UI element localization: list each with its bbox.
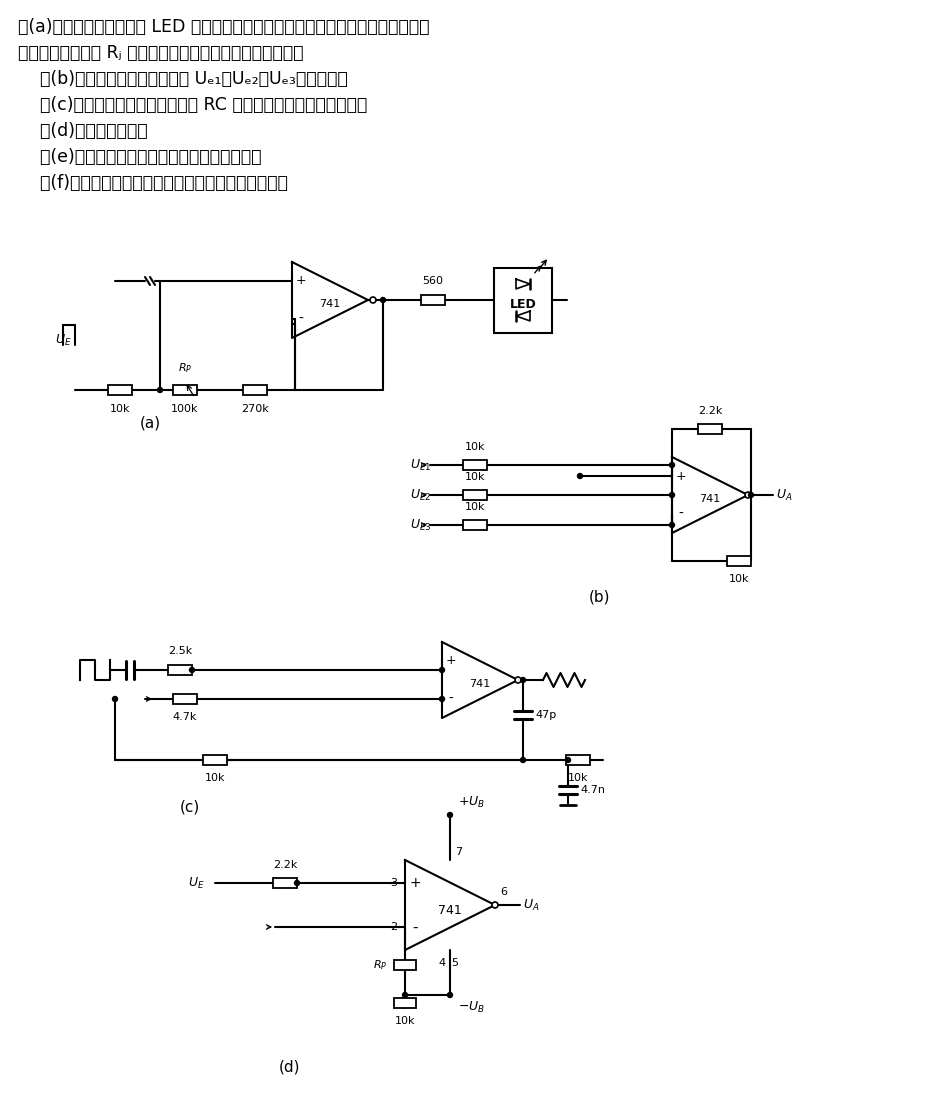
Bar [565, 755, 590, 765]
Text: (b): (b) [589, 590, 610, 605]
Circle shape [491, 902, 498, 908]
Circle shape [565, 758, 570, 762]
Text: 10k: 10k [205, 773, 225, 783]
Text: (a): (a) [139, 416, 160, 430]
Text: 10k: 10k [464, 502, 485, 512]
Text: $U_E$: $U_E$ [55, 332, 71, 348]
Circle shape [158, 388, 162, 392]
Text: 47p: 47p [535, 710, 555, 720]
Text: 10k: 10k [567, 773, 588, 783]
Text: $U_E$: $U_E$ [188, 875, 205, 891]
Text: +: + [409, 875, 420, 890]
Text: $+U_B$: $+U_B$ [458, 794, 485, 810]
Text: 3: 3 [389, 878, 397, 888]
Text: 5: 5 [451, 958, 458, 968]
Text: 560: 560 [422, 276, 443, 286]
Circle shape [112, 697, 118, 701]
Circle shape [668, 492, 674, 498]
Text: 270k: 270k [241, 404, 269, 414]
Circle shape [668, 462, 674, 468]
Text: 4: 4 [438, 958, 445, 968]
Text: $U_{E3}$: $U_{E3}$ [410, 518, 431, 532]
Circle shape [380, 298, 385, 302]
Text: +: + [445, 654, 456, 668]
Text: 图(b)电路用于对几个输入信号 Uₑ₁、Uₑ₂、Uₑ₃进行相加。: 图(b)电路用于对几个输入信号 Uₑ₁、Uₑ₂、Uₑ₃进行相加。 [18, 70, 348, 88]
Text: 2.2k: 2.2k [273, 860, 297, 870]
Bar [463, 460, 487, 470]
Text: 图(d)为比较器电路。: 图(d)为比较器电路。 [18, 122, 147, 140]
Text: $U_{E1}$: $U_{E1}$ [410, 458, 431, 472]
Text: $-U_B$: $-U_B$ [458, 1000, 485, 1015]
Text: $R_P$: $R_P$ [178, 361, 192, 376]
Bar [108, 386, 132, 396]
Text: -: - [298, 312, 303, 326]
Bar [273, 878, 297, 888]
Text: -: - [678, 507, 682, 521]
Circle shape [744, 492, 750, 498]
Text: 741: 741 [469, 679, 490, 689]
Text: +: + [296, 274, 306, 288]
Bar [463, 520, 487, 530]
Text: $U_A$: $U_A$ [775, 488, 792, 502]
Bar [243, 386, 267, 396]
Bar [697, 424, 721, 434]
Circle shape [370, 297, 375, 303]
Text: 图(c)电路为精密积分器电路，其 RC 网络必须与输入信号相匹配。: 图(c)电路为精密积分器电路，其 RC 网络必须与输入信号相匹配。 [18, 96, 367, 114]
Text: 7: 7 [454, 847, 462, 857]
Text: 10k: 10k [728, 574, 748, 584]
Text: 2.5k: 2.5k [168, 645, 192, 655]
Text: (d): (d) [279, 1060, 300, 1075]
Circle shape [577, 473, 582, 479]
Circle shape [439, 697, 444, 701]
Text: 10k: 10k [394, 1015, 414, 1025]
Text: 图(e)为有较高频率和对称输入的比较器电路。: 图(e)为有较高频率和对称输入的比较器电路。 [18, 148, 261, 166]
Text: 2: 2 [389, 922, 397, 932]
Text: 2.2k: 2.2k [697, 406, 721, 416]
Text: 6: 6 [500, 887, 506, 897]
Text: 741: 741 [699, 494, 720, 504]
Text: 10k: 10k [464, 442, 485, 452]
Text: 741: 741 [319, 299, 340, 309]
Circle shape [668, 522, 674, 528]
Circle shape [402, 992, 407, 998]
Circle shape [447, 812, 452, 818]
Bar [203, 755, 227, 765]
Text: (c): (c) [180, 800, 200, 815]
Circle shape [189, 668, 195, 672]
Bar [168, 665, 192, 675]
Circle shape [520, 758, 525, 762]
Bar [493, 268, 552, 332]
Text: 4.7n: 4.7n [579, 785, 604, 795]
Text: 741: 741 [438, 903, 462, 917]
Circle shape [520, 678, 525, 682]
Text: 100k: 100k [171, 404, 198, 414]
Bar [421, 296, 445, 306]
Text: $U_{E2}$: $U_{E2}$ [410, 488, 431, 502]
Text: 10k: 10k [109, 404, 130, 414]
Text: -: - [448, 692, 453, 705]
Text: LED: LED [509, 299, 536, 311]
Bar [172, 386, 197, 396]
Text: 图(f)为在输入端接有电压跟随器的精密比较器电路。: 图(f)为在输入端接有电压跟随器的精密比较器电路。 [18, 174, 287, 192]
Text: 4.7k: 4.7k [172, 712, 197, 722]
Circle shape [447, 992, 452, 998]
Text: +: + [675, 470, 686, 482]
Circle shape [439, 668, 444, 672]
Bar [172, 694, 197, 704]
Bar [394, 998, 415, 1008]
Circle shape [514, 677, 520, 683]
Text: $R_P$: $R_P$ [373, 958, 387, 972]
Text: 大小。利用电位器 Rⱼ 可以调整两发光二极管显示的灵敏度。: 大小。利用电位器 Rⱼ 可以调整两发光二极管显示的灵敏度。 [18, 44, 303, 62]
Text: -: - [412, 920, 417, 934]
Circle shape [748, 492, 753, 498]
Circle shape [294, 881, 299, 885]
Bar [726, 556, 750, 565]
Bar [463, 490, 487, 500]
Text: 10k: 10k [464, 472, 485, 482]
Text: $U_A$: $U_A$ [523, 898, 539, 912]
Bar [394, 960, 415, 970]
Text: 图(a)为带两个发光二极管 LED 的极性显示器，可以鉴别输入信号极性或比较信号的: 图(a)为带两个发光二极管 LED 的极性显示器，可以鉴别输入信号极性或比较信号… [18, 18, 429, 36]
